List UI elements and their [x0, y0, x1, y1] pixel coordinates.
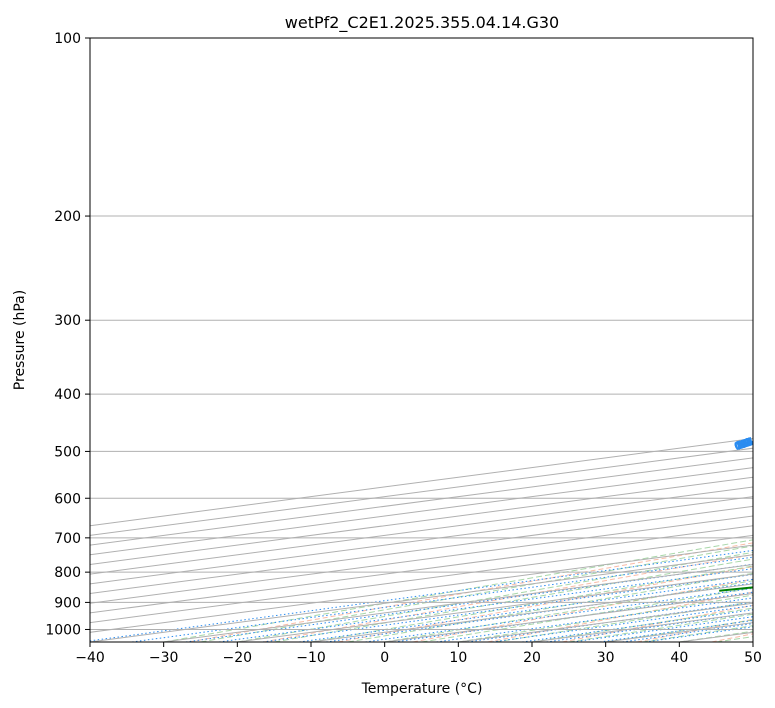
- isotherm-line: [90, 486, 753, 575]
- mixing-ratio-label: 16: [735, 435, 754, 452]
- moist-adiabat-line: [347, 572, 753, 642]
- mixing-ratio-label: 0.1: [733, 435, 756, 453]
- isotherm-line: [90, 476, 753, 565]
- isotherm-line: [90, 505, 753, 595]
- y-tick-label: 100: [54, 31, 81, 47]
- mixing-ratio-label: 30: [735, 435, 754, 452]
- y-tick-label: 300: [54, 313, 81, 329]
- y-tick-label: 200: [54, 209, 81, 225]
- mixing-ratio-line: [218, 568, 753, 642]
- x-tick-label: −20: [223, 650, 253, 666]
- isotherm-line: [90, 496, 753, 585]
- moist-adiabat-line: [274, 558, 753, 642]
- dry-adiabat-line: [188, 542, 753, 642]
- mixing-ratio-label: 4: [738, 437, 750, 452]
- mixing-ratio-label: 6: [738, 437, 750, 452]
- x-tick-label: 20: [523, 650, 541, 666]
- dry-adiabat-line: [487, 591, 753, 642]
- x-tick-label: −40: [75, 650, 105, 666]
- x-tick-label: 40: [670, 650, 688, 666]
- x-axis-label: Temperature (°C): [361, 681, 483, 697]
- mixing-ratio-label: 0.4: [733, 435, 756, 453]
- y-axis-label: Pressure (hPa): [12, 290, 28, 390]
- mixing-ratio-label: 36: [735, 435, 754, 452]
- moist-adiabat-line: [384, 580, 753, 642]
- isotherm-line: [90, 467, 753, 556]
- moist-adiabat-line: [237, 551, 753, 642]
- x-tick-label: 10: [449, 650, 467, 666]
- chart-title: wetPf2_C2E1.2025.355.04.14.G30: [285, 13, 559, 33]
- isotherm-line: [90, 534, 753, 624]
- y-tick-label: 600: [54, 491, 81, 507]
- y-tick-label: 500: [54, 444, 81, 460]
- moist-adiabat-line: [163, 539, 753, 642]
- mixing-ratio-label: 25: [735, 436, 754, 453]
- line-labels: 0.10.20.40.611.52346810131620253036-100-…: [733, 435, 756, 453]
- dry-adiabat-line: [263, 554, 753, 642]
- y-tick-label: 700: [54, 531, 81, 547]
- mixing-ratio-label: 0.2: [733, 435, 756, 453]
- mixing-ratio-label: 13: [735, 436, 754, 453]
- y-tick-label: 400: [54, 387, 81, 403]
- pressure-gridlines: [90, 38, 753, 630]
- isotherm-line: [90, 457, 753, 546]
- mixing-ratio-line: [522, 609, 753, 642]
- x-tick-label: 0: [380, 650, 389, 666]
- plot-frame: [89, 37, 754, 643]
- mixing-ratio-label: 2: [738, 437, 749, 452]
- mixing-ratio-label: 1.5: [733, 435, 756, 453]
- mixing-ratio-label: 10: [735, 435, 754, 452]
- x-tick-label: −30: [149, 650, 179, 666]
- axis-ticks: −40 −30 −20 −10 0 10 20 30 40 5010020030040050060…: [45, 31, 762, 666]
- x-tick-label: 30: [597, 650, 615, 666]
- mixing-ratio-label: 0.6: [733, 435, 756, 453]
- mixing-ratio-line: [90, 549, 753, 642]
- y-tick-label: 1000: [45, 622, 81, 638]
- mixing-ratio-line: [131, 556, 753, 642]
- isotherm-line: [90, 515, 753, 604]
- mixing-ratio-line: [185, 563, 753, 642]
- moist-adiabat-line: [421, 587, 753, 642]
- dry-adiabat-line: [338, 566, 753, 642]
- mixing-ratio-label: 8: [738, 437, 749, 452]
- y-tick-label: 800: [54, 565, 81, 581]
- mixing-ratio-label: 1: [738, 437, 749, 452]
- x-tick-label: −10: [296, 650, 326, 666]
- mixing-ratio-label: 20: [735, 435, 754, 452]
- mixing-ratio-label: 3: [738, 437, 749, 452]
- mixing-ratio-line: [572, 616, 753, 642]
- isotherms: [90, 437, 753, 642]
- y-tick-label: 900: [54, 595, 81, 611]
- isotherm-line: [90, 525, 753, 614]
- x-tick-label: 50: [744, 650, 762, 666]
